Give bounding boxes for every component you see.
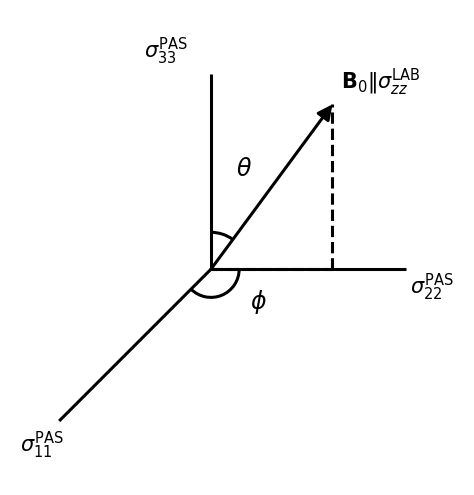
Text: $\sigma_{22}^{\mathsf{PAS}}$: $\sigma_{22}^{\mathsf{PAS}}$ <box>410 271 454 302</box>
Text: $\mathbf{B}_0 \| \sigma_{zz}^{\mathsf{LAB}}$: $\mathbf{B}_0 \| \sigma_{zz}^{\mathsf{LA… <box>341 67 421 98</box>
Text: $\phi$: $\phi$ <box>250 288 267 316</box>
Text: $\sigma_{11}^{\mathsf{PAS}}$: $\sigma_{11}^{\mathsf{PAS}}$ <box>20 430 64 461</box>
Text: $\theta$: $\theta$ <box>236 157 252 182</box>
Text: $\sigma_{33}^{\mathsf{PAS}}$: $\sigma_{33}^{\mathsf{PAS}}$ <box>144 36 187 67</box>
